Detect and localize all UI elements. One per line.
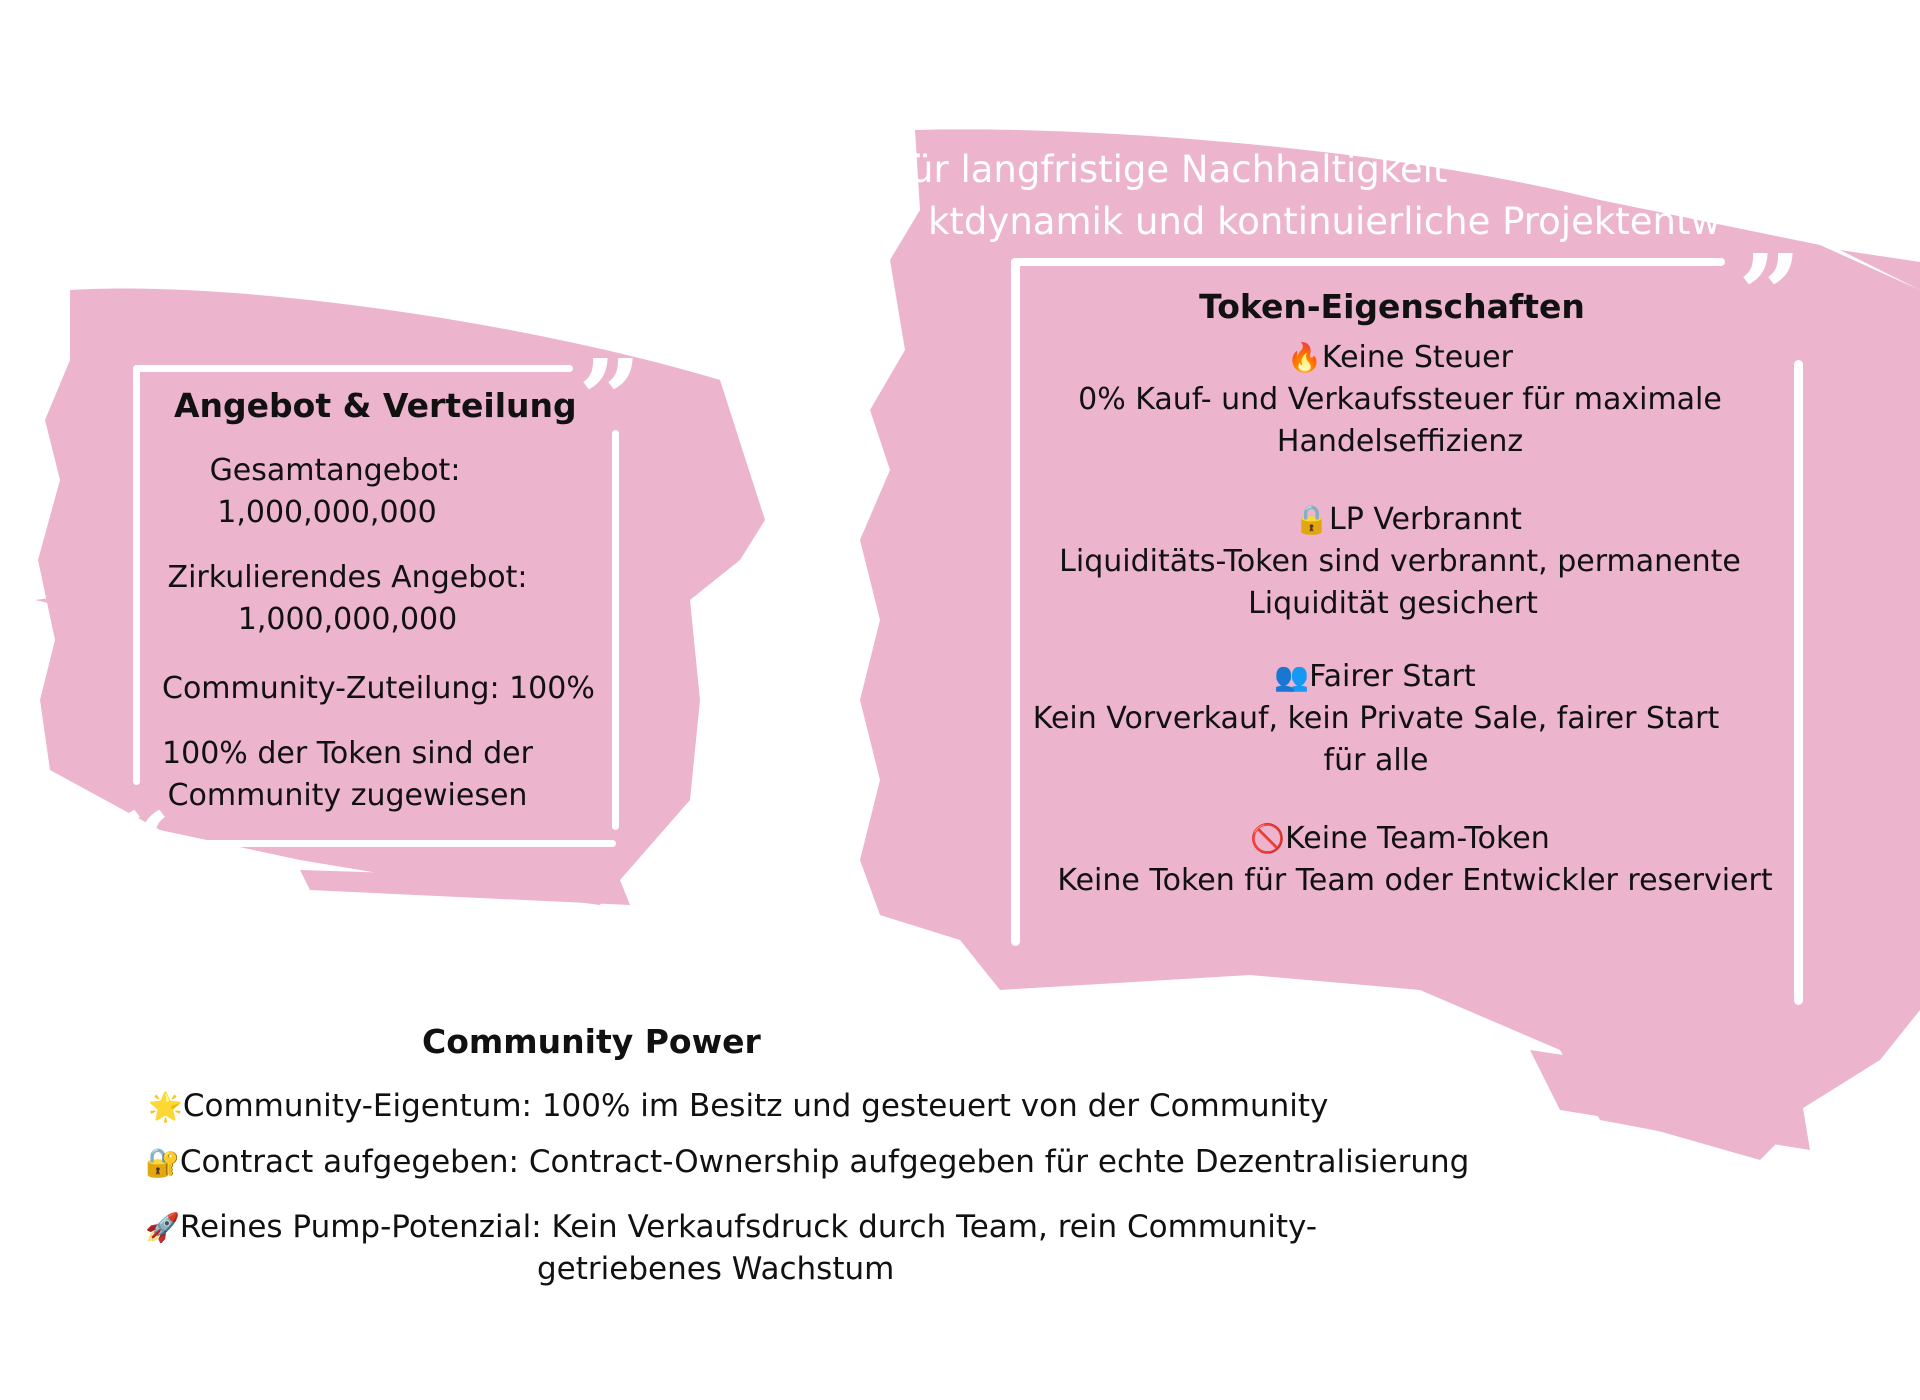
feature-desc-line1: 0% Kauf- und Verkaufssteuer für maximale bbox=[1078, 382, 1722, 417]
feature-title: Keine Steuer bbox=[1321, 340, 1513, 375]
token-quote-top: ” bbox=[1738, 230, 1802, 359]
community-item-text: Reines Pump-Potenzial: Kein Verkaufsdruc… bbox=[179, 1209, 1318, 1245]
supply-note-line2: Community zugewiesen bbox=[167, 778, 528, 813]
token-frame-left bbox=[1011, 258, 1020, 946]
brush-right bbox=[860, 129, 1920, 1150]
supply-quote-bottom: “ bbox=[108, 788, 172, 917]
prohibited-icon: 🚫 bbox=[1250, 822, 1286, 855]
people-icon: 👥 bbox=[1274, 660, 1310, 693]
feature-desc-line2: Handelseffizienz bbox=[1276, 424, 1524, 459]
faded-header-line2: ktdynamik und kontinuierliche Projektent… bbox=[928, 200, 1721, 243]
faded-header-line1: für langfristige Nachhaltigkeit bbox=[897, 148, 1448, 191]
supply-frame-left bbox=[133, 365, 140, 785]
token-frame-top bbox=[1011, 258, 1725, 266]
supply-frame-top bbox=[133, 365, 573, 372]
supply-community-alloc: Community-Zuteilung: 100% bbox=[162, 671, 595, 706]
feature-title: Keine Team-Token bbox=[1285, 821, 1550, 856]
supply-note-line1: 100% der Token sind der bbox=[162, 736, 533, 771]
feature-title: LP Verbrannt bbox=[1328, 502, 1522, 537]
supply-frame-right bbox=[612, 430, 619, 830]
community-item-pump: 🚀Reines Pump-Potenzial: Kein Verkaufsdru… bbox=[145, 1206, 1317, 1249]
fire-icon: 🔥 bbox=[1287, 341, 1322, 374]
token-title: Token-Eigenschaften bbox=[1199, 287, 1585, 326]
community-item-text: Community-Eigentum: 100% im Besitz und g… bbox=[182, 1088, 1329, 1124]
supply-total-value: 1,000,000,000 bbox=[217, 495, 437, 530]
community-item-contract: 🔐Contract aufgegeben: Contract-Ownership… bbox=[145, 1141, 1469, 1184]
feature-desc-line1: Liquiditäts-Token sind verbrannt, perman… bbox=[1059, 544, 1741, 579]
star-icon: 🌟 bbox=[148, 1090, 183, 1123]
feature-title: Fairer Start bbox=[1309, 659, 1476, 694]
lock-key-icon: 🔐 bbox=[145, 1146, 180, 1179]
feature-desc-line1: Keine Token für Team oder Entwickler res… bbox=[1057, 863, 1773, 898]
supply-title: Angebot & Verteilung bbox=[174, 386, 577, 425]
community-item-pump-line2: getriebenes Wachstum bbox=[537, 1251, 895, 1287]
brush-left bbox=[38, 288, 765, 905]
lock-icon: 🔒 bbox=[1294, 503, 1329, 536]
community-title: Community Power bbox=[422, 1022, 761, 1061]
supply-quote-top: ” bbox=[578, 335, 642, 464]
feature-desc-line2: für alle bbox=[1323, 743, 1429, 778]
supply-frame-bottom bbox=[180, 840, 616, 847]
rocket-icon: 🚀 bbox=[145, 1211, 180, 1244]
feature-desc-line1: Kein Vorverkauf, kein Private Sale, fair… bbox=[1032, 701, 1720, 736]
feature-desc-line2: Liquidität gesichert bbox=[1248, 586, 1538, 621]
community-item-text: Contract aufgegeben: Contract-Ownership … bbox=[179, 1144, 1470, 1180]
supply-total-label: Gesamtangebot: bbox=[209, 453, 461, 488]
token-frame-right bbox=[1794, 360, 1803, 1005]
community-item-ownership: 🌟Community-Eigentum: 100% im Besitz und … bbox=[148, 1085, 1328, 1128]
supply-circ-label: Zirkulierendes Angebot: bbox=[167, 560, 528, 595]
supply-circ-value: 1,000,000,000 bbox=[237, 602, 458, 637]
